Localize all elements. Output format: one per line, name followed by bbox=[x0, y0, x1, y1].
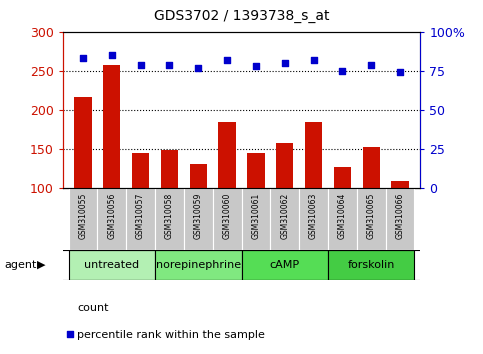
Text: ▶: ▶ bbox=[37, 260, 45, 270]
Text: untreated: untreated bbox=[84, 259, 140, 270]
Text: GSM310055: GSM310055 bbox=[78, 193, 87, 239]
Point bbox=[281, 60, 289, 66]
Bar bbox=[126, 188, 155, 250]
Text: GSM310059: GSM310059 bbox=[194, 193, 203, 239]
Text: GSM310064: GSM310064 bbox=[338, 193, 347, 239]
Bar bbox=[328, 188, 357, 250]
Bar bbox=[98, 188, 126, 250]
Bar bbox=[334, 167, 351, 188]
Bar bbox=[69, 188, 98, 250]
Point bbox=[368, 62, 375, 67]
Bar bbox=[276, 143, 293, 188]
Bar bbox=[299, 188, 328, 250]
Bar bbox=[385, 188, 414, 250]
Text: GSM310058: GSM310058 bbox=[165, 193, 174, 239]
Bar bbox=[103, 64, 120, 188]
Text: agent: agent bbox=[5, 260, 37, 270]
Bar bbox=[242, 250, 328, 280]
Text: GSM310057: GSM310057 bbox=[136, 193, 145, 239]
Point bbox=[396, 69, 404, 75]
Text: cAMP: cAMP bbox=[270, 259, 300, 270]
Text: GSM310062: GSM310062 bbox=[280, 193, 289, 239]
Point bbox=[166, 62, 173, 67]
Bar bbox=[328, 250, 414, 280]
Point bbox=[310, 57, 317, 63]
Bar bbox=[242, 188, 270, 250]
Text: norepinephrine: norepinephrine bbox=[156, 259, 241, 270]
Point bbox=[223, 57, 231, 63]
Point bbox=[137, 62, 144, 67]
Text: GDS3702 / 1393738_s_at: GDS3702 / 1393738_s_at bbox=[154, 9, 329, 23]
Bar bbox=[213, 188, 242, 250]
Text: GSM310056: GSM310056 bbox=[107, 193, 116, 239]
Point bbox=[339, 68, 346, 74]
Text: GSM310061: GSM310061 bbox=[252, 193, 260, 239]
Bar bbox=[247, 153, 265, 188]
Point bbox=[79, 56, 87, 61]
Bar bbox=[357, 188, 385, 250]
Bar bbox=[190, 164, 207, 188]
Bar bbox=[305, 122, 322, 188]
Bar bbox=[391, 181, 409, 188]
Point bbox=[194, 65, 202, 70]
Bar bbox=[69, 250, 155, 280]
Text: count: count bbox=[77, 303, 109, 313]
Bar bbox=[184, 188, 213, 250]
Bar bbox=[161, 150, 178, 188]
Bar bbox=[363, 147, 380, 188]
Text: GSM310066: GSM310066 bbox=[396, 193, 405, 239]
Bar bbox=[155, 250, 242, 280]
Bar bbox=[218, 122, 236, 188]
Bar bbox=[74, 97, 92, 188]
Text: GSM310060: GSM310060 bbox=[223, 193, 231, 239]
Text: GSM310065: GSM310065 bbox=[367, 193, 376, 239]
Bar bbox=[270, 188, 299, 250]
Text: forskolin: forskolin bbox=[348, 259, 395, 270]
Point bbox=[108, 52, 115, 58]
Bar bbox=[155, 188, 184, 250]
Bar bbox=[132, 153, 149, 188]
Point bbox=[252, 63, 260, 69]
Text: percentile rank within the sample: percentile rank within the sample bbox=[77, 330, 265, 339]
Text: GSM310063: GSM310063 bbox=[309, 193, 318, 239]
Point bbox=[132, 226, 140, 232]
